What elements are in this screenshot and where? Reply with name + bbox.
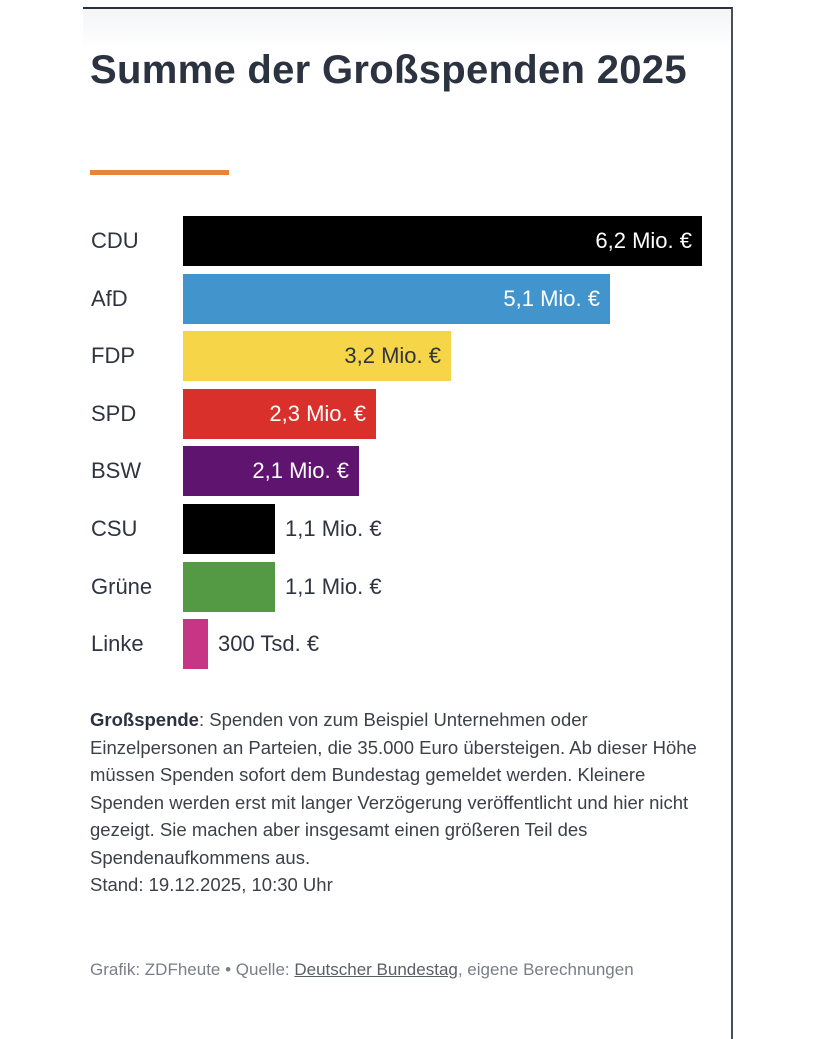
source-suffix: , eigene Berechnungen <box>457 960 634 979</box>
value-label: 6,2 Mio. € <box>595 228 692 253</box>
source-line: Grafik: ZDFheute • Quelle: Deutscher Bun… <box>90 956 710 983</box>
category-label: Grüne <box>91 574 153 599</box>
category-label: CDU <box>91 228 139 253</box>
title-accent-line <box>90 170 229 175</box>
bar-chart: CDU 6,2 Mio. € AfD 5,1 Mio. € FDP 3,2 Mio. € S… <box>91 216 702 669</box>
value-label: 2,1 Mio. € <box>252 458 349 483</box>
category-label: BSW <box>91 458 142 483</box>
source-prefix: Grafik: ZDFheute • Quelle: <box>90 960 295 979</box>
bar-gruene <box>183 562 275 612</box>
bar-fdp <box>183 331 451 381</box>
category-label: AfD <box>91 286 128 311</box>
source-link[interactable]: Deutscher Bundestag <box>294 960 458 979</box>
chart-title: Summe der Großspenden 2025 <box>90 48 687 92</box>
bar-spd <box>183 389 376 439</box>
value-label: 300 Tsd. € <box>218 631 320 656</box>
category-label: FDP <box>91 343 135 368</box>
category-label: SPD <box>91 401 137 426</box>
definition-text: : Spenden von zum Beispiel Unternehmen o… <box>90 709 697 868</box>
bar-cdu <box>183 216 702 266</box>
value-label: 3,2 Mio. € <box>344 343 441 368</box>
value-label: 1,1 Mio. € <box>285 574 382 599</box>
timestamp: Stand: 19.12.2025, 10:30 Uhr <box>90 874 333 895</box>
category-label: CSU <box>91 516 138 541</box>
bar-linke <box>183 619 208 669</box>
definition-note: Großspende: Spenden von zum Beispiel Unt… <box>90 706 720 899</box>
category-label: Linke <box>91 631 144 656</box>
value-label: 1,1 Mio. € <box>285 516 382 541</box>
definition-term: Großspende <box>90 709 199 730</box>
value-label: 2,3 Mio. € <box>269 401 366 426</box>
value-label: 5,1 Mio. € <box>503 286 600 311</box>
bar-afd <box>183 274 610 324</box>
bar-bsw <box>183 446 359 496</box>
bar-csu <box>183 504 275 554</box>
